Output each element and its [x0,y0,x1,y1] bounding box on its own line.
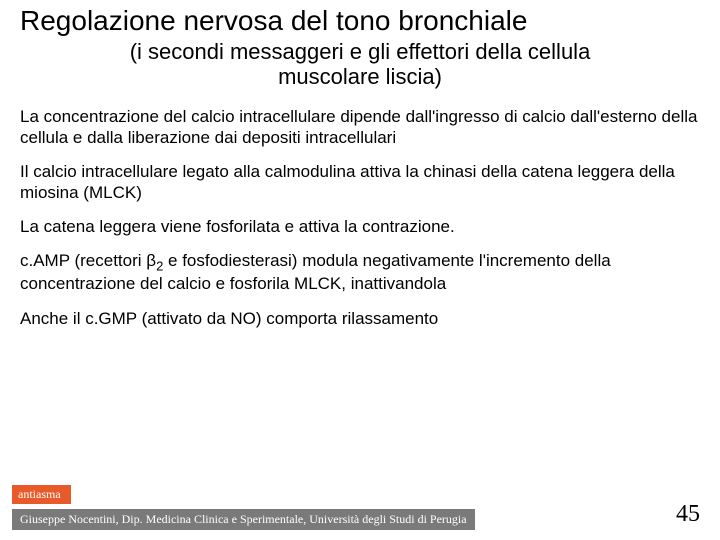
slide-content: Regolazione nervosa del tono bronchiale … [0,0,720,329]
page-number: 45 [676,501,700,528]
slide-subtitle: (i secondi messaggeri e gli effettori de… [20,39,700,90]
paragraph-4: c.AMP (recettori β2 e fosfodiesterasi) m… [20,251,700,294]
paragraph-2: Il calcio intracellulare legato alla cal… [20,162,700,203]
paragraph-3: La catena leggera viene fosforilata e at… [20,217,700,237]
footer-attribution: Giuseppe Nocentini, Dip. Medicina Clinic… [12,509,475,530]
footer-tag: antiasma [12,485,71,504]
paragraph-4a: c.AMP (recettori β [20,251,156,270]
paragraph-5: Anche il c.GMP (attivato da NO) comporta… [20,309,700,329]
slide-title: Regolazione nervosa del tono bronchiale [20,6,700,37]
paragraph-1: La concentrazione del calcio intracellul… [20,107,700,148]
